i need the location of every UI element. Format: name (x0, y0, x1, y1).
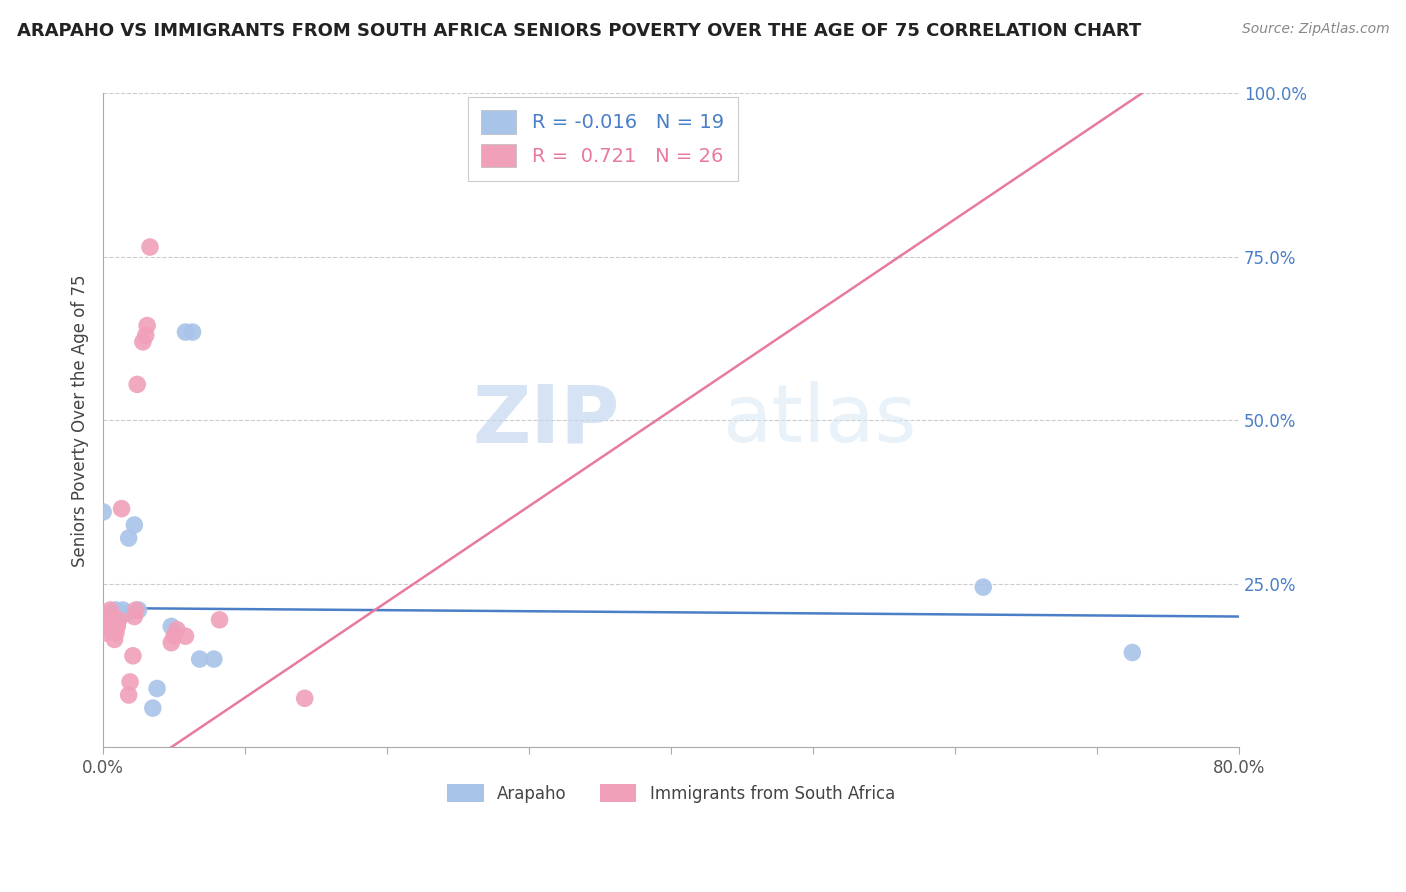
Point (294, 691, 316, 706)
Point (93, 626, 115, 640)
Point (1121, 646, 1143, 660)
Point (120, 675, 142, 690)
Point (107, 613, 129, 627)
Point (118, 531, 141, 545)
Point (139, 240, 162, 254)
Point (181, 325, 204, 339)
Legend: Arapaho, Immigrants from South Africa: Arapaho, Immigrants from South Africa (439, 776, 904, 811)
Point (118, 688, 141, 702)
Point (166, 623, 188, 637)
Text: ARAPAHO VS IMMIGRANTS FROM SOUTH AFRICA SENIORS POVERTY OVER THE AGE OF 75 CORRE: ARAPAHO VS IMMIGRANTS FROM SOUTH AFRICA … (17, 22, 1142, 40)
Point (136, 318, 159, 333)
Point (110, 501, 132, 516)
Point (91, 505, 114, 519)
Point (132, 334, 155, 349)
Point (146, 681, 169, 696)
Point (115, 607, 138, 621)
Point (160, 636, 183, 650)
Point (174, 629, 197, 643)
Point (124, 609, 146, 624)
Point (135, 328, 157, 343)
Point (98, 603, 121, 617)
Point (188, 652, 211, 666)
Point (124, 518, 146, 533)
Point (105, 619, 128, 633)
Point (142, 701, 165, 715)
Point (125, 603, 148, 617)
Point (103, 632, 125, 647)
Text: ZIP: ZIP (472, 382, 620, 459)
Point (94, 619, 117, 633)
Point (163, 629, 186, 643)
Point (104, 603, 127, 617)
Point (111, 603, 134, 617)
Point (108, 607, 131, 621)
Point (174, 325, 197, 339)
Point (202, 652, 225, 666)
Point (972, 580, 994, 594)
Point (101, 607, 124, 621)
Point (208, 613, 231, 627)
Y-axis label: Seniors Poverty Over the Age of 75: Seniors Poverty Over the Age of 75 (72, 274, 89, 566)
Text: atlas: atlas (723, 382, 917, 459)
Point (98, 607, 121, 621)
Text: Source: ZipAtlas.com: Source: ZipAtlas.com (1241, 22, 1389, 37)
Point (160, 619, 183, 633)
Point (104, 626, 127, 640)
Point (122, 648, 145, 663)
Point (96, 613, 118, 627)
Point (127, 377, 149, 392)
Point (97, 609, 120, 624)
Point (128, 603, 150, 617)
